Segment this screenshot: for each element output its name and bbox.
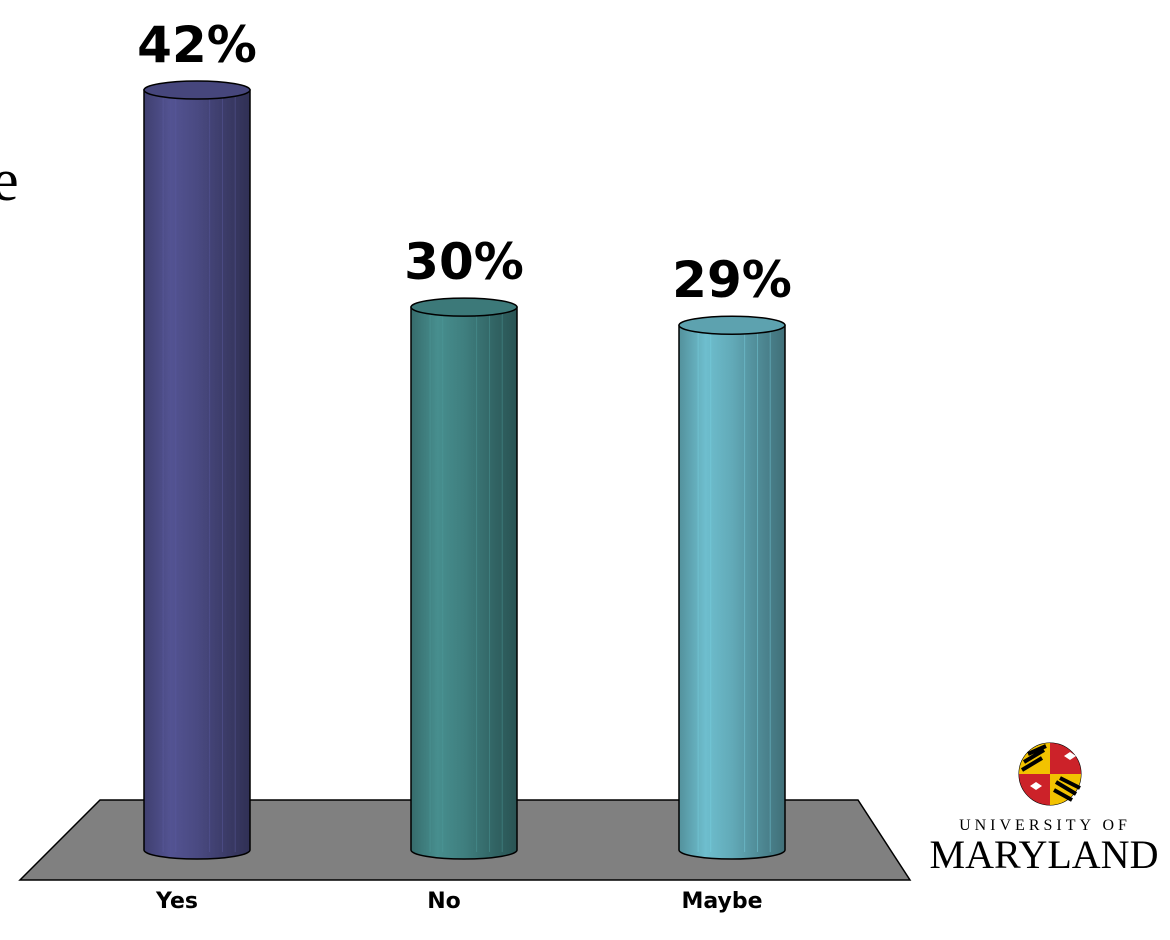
category-labels-layer: Yes No Maybe [155, 889, 763, 914]
category-label-maybe: Maybe [681, 889, 762, 914]
data-labels-layer: 42% 30% 29% [137, 16, 792, 309]
maryland-shield-icon [1018, 742, 1082, 806]
bars-layer [143, 80, 786, 860]
bar-no [410, 297, 518, 860]
logo-line-university: UNIVERSITY OF [959, 817, 1131, 834]
logo-line-maryland: MARYLAND [930, 832, 1159, 877]
category-label-yes: Yes [155, 889, 198, 914]
category-label-no: No [427, 889, 461, 914]
bar-maybe [678, 315, 786, 860]
bar-yes [143, 80, 251, 860]
university-logo: UNIVERSITY OF MARYLAND [930, 742, 1159, 877]
edge-text-fragment: e [0, 147, 19, 213]
data-label-no: 30% [404, 233, 524, 291]
data-label-maybe: 29% [672, 251, 792, 309]
data-label-yes: 42% [137, 16, 257, 74]
